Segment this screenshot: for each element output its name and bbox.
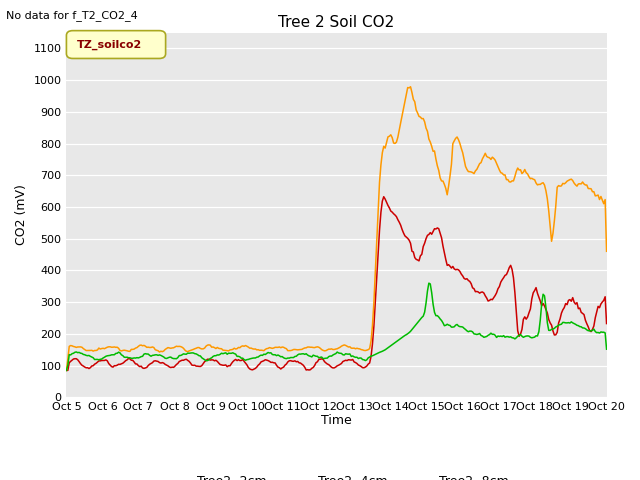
- X-axis label: Time: Time: [321, 414, 352, 427]
- Y-axis label: CO2 (mV): CO2 (mV): [15, 184, 28, 245]
- Text: No data for f_T2_CO2_4: No data for f_T2_CO2_4: [6, 10, 138, 21]
- Legend: Tree2 -2cm, Tree2 -4cm, Tree2 -8cm: Tree2 -2cm, Tree2 -4cm, Tree2 -8cm: [159, 470, 513, 480]
- Text: TZ_soilco2: TZ_soilco2: [77, 39, 142, 50]
- Title: Tree 2 Soil CO2: Tree 2 Soil CO2: [278, 15, 395, 30]
